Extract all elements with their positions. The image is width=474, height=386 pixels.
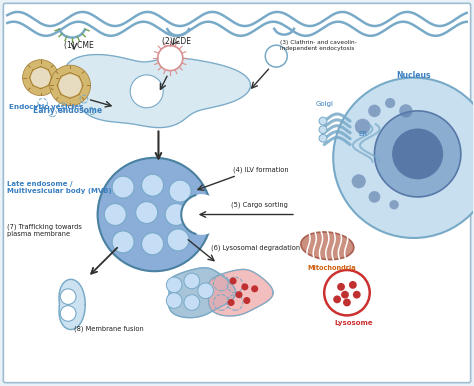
Circle shape bbox=[374, 111, 461, 197]
Text: (7) Trafficking towards
plasma membrane: (7) Trafficking towards plasma membrane bbox=[7, 223, 82, 237]
Text: (1) CME: (1) CME bbox=[64, 41, 94, 49]
Text: (5) Cargo sorting: (5) Cargo sorting bbox=[231, 202, 288, 208]
Circle shape bbox=[319, 117, 327, 125]
Circle shape bbox=[142, 174, 164, 196]
Circle shape bbox=[166, 293, 182, 308]
Circle shape bbox=[399, 104, 412, 117]
Text: Mitochondria: Mitochondria bbox=[307, 265, 356, 271]
Circle shape bbox=[229, 278, 237, 284]
Circle shape bbox=[142, 233, 164, 255]
Circle shape bbox=[181, 194, 222, 235]
Text: Lysosome: Lysosome bbox=[334, 320, 373, 326]
Circle shape bbox=[60, 289, 76, 305]
Circle shape bbox=[341, 291, 349, 299]
Circle shape bbox=[228, 299, 235, 306]
Text: Golgi: Golgi bbox=[316, 101, 334, 107]
Circle shape bbox=[23, 60, 59, 96]
Circle shape bbox=[50, 65, 91, 106]
Text: ER: ER bbox=[359, 131, 368, 137]
Circle shape bbox=[158, 46, 183, 71]
Circle shape bbox=[333, 295, 341, 303]
Circle shape bbox=[349, 281, 357, 289]
Circle shape bbox=[165, 203, 187, 225]
Text: (6) Lysosomal degradation: (6) Lysosomal degradation bbox=[211, 245, 301, 251]
Text: Early endosome: Early endosome bbox=[33, 106, 102, 115]
Circle shape bbox=[112, 176, 134, 198]
Circle shape bbox=[337, 283, 345, 291]
Text: Nucleus: Nucleus bbox=[396, 71, 430, 80]
Circle shape bbox=[104, 203, 126, 225]
Circle shape bbox=[343, 299, 351, 306]
Circle shape bbox=[59, 74, 82, 96]
Polygon shape bbox=[169, 268, 236, 318]
Polygon shape bbox=[209, 269, 273, 316]
Circle shape bbox=[130, 75, 163, 108]
Circle shape bbox=[98, 158, 211, 271]
Circle shape bbox=[319, 134, 327, 142]
Text: Endocytic vesicles: Endocytic vesicles bbox=[9, 104, 84, 110]
Circle shape bbox=[369, 191, 380, 203]
Circle shape bbox=[392, 129, 443, 179]
Circle shape bbox=[184, 273, 200, 289]
Circle shape bbox=[136, 201, 158, 223]
Circle shape bbox=[112, 231, 134, 253]
Circle shape bbox=[184, 295, 200, 310]
Circle shape bbox=[251, 285, 258, 292]
Circle shape bbox=[166, 277, 182, 293]
Circle shape bbox=[319, 126, 327, 134]
Text: (4) ILV formation: (4) ILV formation bbox=[233, 166, 289, 173]
Circle shape bbox=[333, 78, 474, 238]
Circle shape bbox=[352, 174, 366, 188]
Circle shape bbox=[324, 270, 370, 315]
Circle shape bbox=[167, 229, 189, 251]
Circle shape bbox=[265, 45, 287, 67]
Circle shape bbox=[385, 98, 395, 108]
Circle shape bbox=[198, 283, 213, 299]
Circle shape bbox=[31, 68, 50, 87]
Circle shape bbox=[243, 297, 250, 304]
Circle shape bbox=[389, 200, 399, 210]
Polygon shape bbox=[65, 54, 250, 128]
Text: Late endosome /
Multivesicular body (MVB): Late endosome / Multivesicular body (MVB… bbox=[7, 181, 112, 194]
Text: (2) CDE: (2) CDE bbox=[163, 37, 191, 46]
FancyBboxPatch shape bbox=[3, 3, 471, 383]
Circle shape bbox=[355, 119, 371, 134]
Circle shape bbox=[368, 105, 381, 117]
Circle shape bbox=[60, 306, 76, 321]
Circle shape bbox=[169, 180, 191, 202]
Circle shape bbox=[236, 291, 243, 298]
Text: (3) Clathrin- and caveolin-
independent endocytosis: (3) Clathrin- and caveolin- independent … bbox=[280, 40, 357, 51]
Circle shape bbox=[241, 283, 248, 290]
Polygon shape bbox=[59, 279, 85, 330]
Text: (8) Membrane fusion: (8) Membrane fusion bbox=[74, 326, 144, 332]
Ellipse shape bbox=[301, 232, 354, 260]
Circle shape bbox=[353, 291, 361, 299]
